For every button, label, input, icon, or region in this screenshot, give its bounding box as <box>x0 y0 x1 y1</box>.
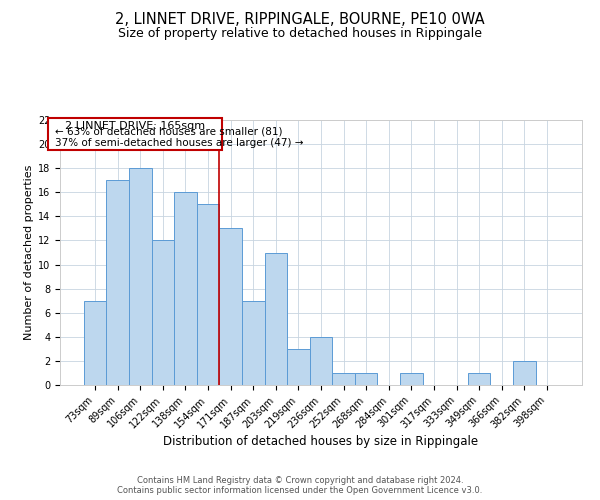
Bar <box>287 349 310 385</box>
Text: Contains HM Land Registry data © Crown copyright and database right 2024.
Contai: Contains HM Land Registry data © Crown c… <box>118 476 482 495</box>
Bar <box>84 300 106 385</box>
Bar <box>310 337 332 385</box>
Bar <box>242 300 265 385</box>
Text: 2 LINNET DRIVE: 165sqm: 2 LINNET DRIVE: 165sqm <box>65 121 205 131</box>
Text: 37% of semi-detached houses are larger (47) →: 37% of semi-detached houses are larger (… <box>55 138 303 148</box>
Bar <box>332 373 355 385</box>
Bar <box>174 192 197 385</box>
Text: ← 63% of detached houses are smaller (81): ← 63% of detached houses are smaller (81… <box>55 127 282 137</box>
Bar <box>468 373 490 385</box>
Bar <box>513 361 536 385</box>
Text: Size of property relative to detached houses in Rippingale: Size of property relative to detached ho… <box>118 28 482 40</box>
Bar <box>152 240 174 385</box>
Bar <box>265 252 287 385</box>
Bar <box>106 180 129 385</box>
Y-axis label: Number of detached properties: Number of detached properties <box>23 165 34 340</box>
Bar <box>197 204 220 385</box>
Text: 2, LINNET DRIVE, RIPPINGALE, BOURNE, PE10 0WA: 2, LINNET DRIVE, RIPPINGALE, BOURNE, PE1… <box>115 12 485 28</box>
Bar <box>220 228 242 385</box>
Bar <box>355 373 377 385</box>
X-axis label: Distribution of detached houses by size in Rippingale: Distribution of detached houses by size … <box>163 436 479 448</box>
Bar <box>400 373 422 385</box>
Bar <box>129 168 152 385</box>
